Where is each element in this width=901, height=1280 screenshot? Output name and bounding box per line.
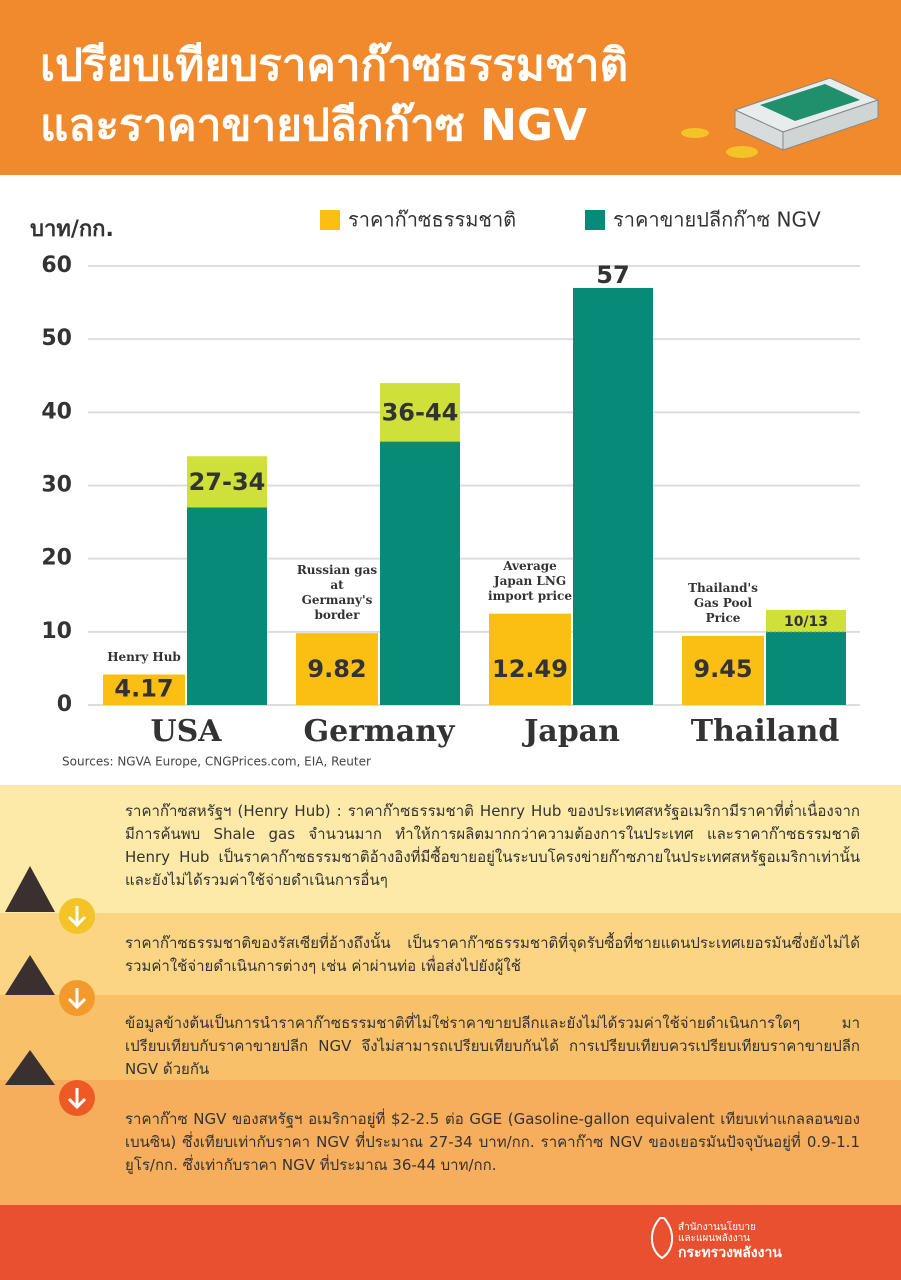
y-tick-label: 20 — [41, 546, 72, 571]
title: และราคาขายปลีกก๊าซ NGV — [40, 100, 587, 151]
note-text: ราคาก๊าซ NGV ของสหรัฐฯ อเมริกาอยู่ที่ $2… — [125, 1110, 860, 1174]
range-bar — [766, 609, 846, 632]
range-bar — [187, 456, 267, 508]
y-tick-label: 10 — [41, 619, 72, 644]
data-label: 10/13 — [784, 614, 828, 630]
note-band — [0, 995, 901, 1080]
data-label: 4.17 — [114, 674, 173, 702]
note-text: ราคาก๊าซสหรัฐฯ (Henry Hub) : ราคาก๊าซธรร… — [125, 802, 860, 889]
bar — [187, 507, 267, 705]
money-icon — [681, 77, 880, 158]
y-tick-label: 30 — [41, 473, 72, 498]
bar — [766, 631, 846, 705]
data-label: 36-44 — [382, 398, 459, 426]
annotation: Henry Hub — [107, 649, 181, 664]
bar — [380, 441, 460, 705]
annotation: Thailand's Gas Pool Price — [688, 580, 758, 625]
data-label: 12.49 — [492, 655, 568, 683]
arrow-icon — [59, 980, 95, 1016]
note-band — [0, 1080, 901, 1205]
note-band — [0, 785, 901, 913]
note-band — [0, 913, 901, 995]
data-label: 27-34 — [189, 468, 266, 496]
annotation: Average Japan LNG import price — [488, 558, 572, 603]
range-bar — [380, 383, 460, 442]
note-text: ราคาก๊าซธรรมชาติของรัสเซียที่อ้างถึงนั้น… — [125, 934, 860, 975]
bar — [103, 674, 185, 705]
arrow-icon — [59, 898, 95, 934]
org-name: กระทรวงพลังงาน — [678, 1245, 782, 1261]
bar — [573, 287, 653, 705]
data-label: 57 — [596, 261, 629, 289]
legend-swatch — [320, 210, 340, 230]
bar — [296, 633, 378, 705]
org-name: สำนักงานนโยบาย — [678, 1222, 756, 1233]
source: Sources: NGVA Europe, CNGPrices.com, EIA… — [62, 755, 371, 769]
y-axis-label: บาท/กก. — [30, 217, 114, 242]
legend-label: ราคาขายปลีกก๊าซ NGV — [613, 208, 821, 232]
triangle-icon — [5, 1050, 55, 1085]
chart: บาท/กก. 0 10 20 30 40 50 60 ราคาก๊าซธรรมชาติ ราคา… — [30, 208, 860, 769]
triangle-icon — [5, 955, 55, 995]
bar — [489, 613, 571, 705]
x-tick-label: Thailand — [691, 714, 840, 749]
x-tick-label: Germany — [304, 714, 457, 749]
footer-band — [0, 1205, 901, 1280]
org-name: และแผนพลังงาน — [678, 1233, 751, 1244]
triangle-icon — [5, 866, 55, 912]
legend-swatch — [585, 210, 605, 230]
title: เปรียบเทียบราคาก๊าซธรรมชาติ — [40, 40, 628, 91]
header-band — [0, 0, 901, 175]
x-tick-label: USA — [150, 714, 222, 749]
y-tick-label: 40 — [41, 399, 72, 424]
data-label: 9.45 — [693, 655, 752, 683]
note-text: ข้อมูลข้างต้นเป็นการนำราคาก๊าซธรรมชาติที… — [125, 1014, 860, 1078]
logo — [651, 1217, 673, 1260]
x-tick-label: Japan — [521, 714, 620, 749]
bar — [682, 635, 764, 705]
data-label: 9.82 — [307, 655, 366, 683]
y-tick-label: 60 — [41, 253, 72, 278]
legend-label: ราคาก๊าซธรรมชาติ — [348, 208, 516, 232]
annotation: Russian gas at Germany's border — [296, 563, 378, 623]
arrow-icon — [59, 1080, 95, 1116]
y-tick-label: 0 — [57, 692, 72, 717]
y-tick-label: 50 — [41, 326, 72, 351]
